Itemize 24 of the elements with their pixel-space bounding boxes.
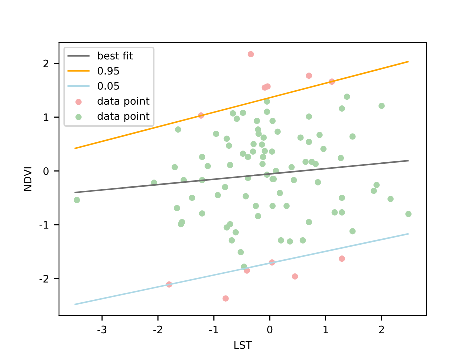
point bbox=[264, 84, 271, 90]
y-tick-label: 0 bbox=[44, 167, 49, 176]
legend-label: 0.05 bbox=[98, 82, 120, 90]
x-tick-label: -3 bbox=[98, 326, 107, 334]
legend-label: best fit bbox=[98, 52, 134, 60]
legend-label: data point bbox=[98, 97, 150, 108]
point bbox=[339, 256, 346, 262]
y-tick-label: 1 bbox=[44, 114, 49, 122]
legend-label: 0.95 bbox=[98, 67, 120, 75]
y-tick-label: -2 bbox=[40, 275, 48, 283]
x-tick-label: -1 bbox=[210, 326, 218, 334]
x-tick-label: 0 bbox=[267, 326, 273, 334]
point bbox=[292, 274, 298, 280]
x-tick-label: -2 bbox=[154, 326, 162, 334]
legend-label: data point bbox=[98, 112, 150, 122]
x-tick-label: 1 bbox=[324, 326, 328, 334]
point bbox=[222, 296, 229, 302]
y-tick-label: -1 bbox=[40, 221, 49, 229]
x-tick-label: 2 bbox=[379, 326, 384, 334]
point bbox=[306, 72, 312, 80]
y-tick-label: 2 bbox=[44, 60, 48, 68]
x-axis-title: LST bbox=[234, 341, 252, 350]
y-axis-title: NDVI bbox=[24, 168, 32, 192]
point bbox=[248, 51, 254, 58]
